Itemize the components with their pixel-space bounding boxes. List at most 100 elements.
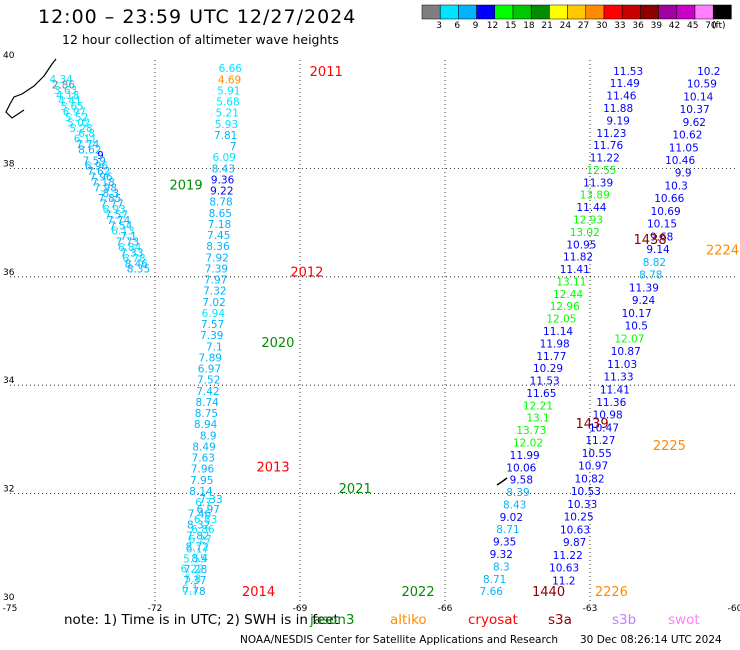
- satellite-s3a: s3a: [548, 612, 572, 628]
- legend-tick-label: 15: [505, 21, 517, 31]
- swh-value: 10.33: [567, 499, 597, 511]
- swh-value: 6.8: [78, 128, 95, 140]
- swh-value: 7.39: [205, 263, 228, 275]
- swh-value: 10.82: [574, 473, 604, 485]
- swh-value: 11.27: [585, 435, 615, 447]
- swh-value: 9.02: [500, 512, 523, 524]
- swh-value: 5.52: [65, 112, 88, 124]
- y-tick-label: 40: [3, 51, 15, 61]
- swh-value: 8.94: [194, 419, 218, 431]
- swh-value: 8.9: [200, 430, 217, 442]
- pass-time-label: 2014: [242, 585, 275, 600]
- swh-value: 11.82: [563, 252, 593, 264]
- legend-tick-label: 21: [541, 21, 553, 31]
- swh-value: 6.96: [85, 161, 109, 173]
- swh-value: 8.36: [206, 241, 230, 253]
- swh-value: 5.55: [183, 554, 206, 566]
- y-tick-label: 30: [3, 593, 15, 603]
- swh-value: 10.47: [589, 422, 619, 434]
- swh-value: 7.95: [190, 475, 213, 487]
- swh-value: 8.3: [103, 188, 120, 200]
- swh-value: 5.68: [216, 97, 239, 109]
- generation-timestamp: 30 Dec 08:26:14 UTC 2024: [580, 634, 722, 646]
- swh-value: 13.1: [526, 413, 549, 425]
- swh-value: 12.07: [614, 333, 644, 345]
- swh-value: 10.59: [687, 79, 717, 91]
- legend-swatch: [530, 4, 550, 20]
- swh-value: 5.21: [216, 108, 239, 120]
- legend-swatch: [549, 4, 568, 20]
- swh-value: 9.62: [683, 117, 706, 129]
- swh-value: 11.76: [593, 140, 623, 152]
- coastline-path: [5, 58, 57, 119]
- swh-value: 7.33: [199, 494, 222, 506]
- swh-value: 7.1: [120, 231, 137, 243]
- swh-value: 7.37: [183, 575, 206, 587]
- island-path: [496, 477, 508, 486]
- swh-value: 12.96: [550, 301, 580, 313]
- swh-value: 5.8: [184, 574, 201, 586]
- swh-value: 12.93: [573, 215, 603, 227]
- pass-time-label: 2020: [261, 336, 294, 351]
- swh-value: 5.93: [215, 119, 238, 131]
- swh-value: 7.28: [184, 564, 207, 576]
- swh-value: 2.86: [52, 79, 76, 91]
- swh-value: 7.1: [206, 341, 223, 353]
- swh-value: 13.11: [556, 276, 586, 288]
- swh-value: 8.39: [506, 487, 529, 499]
- swh-value: 10.2: [697, 66, 720, 78]
- swh-value: 7.92: [205, 252, 228, 264]
- swh-value: 8.78: [209, 197, 232, 209]
- swh-value: 9.35: [493, 537, 516, 549]
- swh-value: 11.98: [540, 338, 570, 350]
- pass-time-label: 1438: [634, 233, 667, 248]
- swh-value: 7.42: [196, 386, 219, 398]
- legend-tick-label: 27: [577, 21, 590, 31]
- swh-value: 11.65: [526, 388, 556, 400]
- legend-swatch: [494, 4, 514, 20]
- pass-time-label: 2012: [290, 265, 323, 280]
- swh-value: 6.66: [219, 63, 243, 75]
- credit-line: NOAA/NESDIS Center for Satellite Applica…: [240, 634, 558, 646]
- swh-value: 6.83: [194, 514, 217, 526]
- legend-tick-label: 9: [472, 21, 479, 31]
- swh-value: 7.32: [203, 286, 226, 298]
- swh-value: 11.77: [536, 351, 566, 363]
- swh-value: 9.87: [563, 537, 586, 549]
- swh-value: 11.39: [583, 177, 613, 189]
- axis-ticks: -75 -72 -69 -66 -63 -60 30 32 34 36 38 40: [3, 51, 740, 614]
- swh-value: 7.63: [192, 453, 215, 465]
- swh-value: 8.75: [195, 408, 218, 420]
- legend-swatch: [676, 4, 696, 20]
- pass-time-label: 2224: [706, 244, 739, 259]
- legend-tick-label: 36: [632, 21, 644, 31]
- swh-value: 7.33: [120, 247, 143, 259]
- legend-tick-label: 3: [436, 21, 442, 31]
- swh-value: 9.9: [675, 168, 692, 180]
- swh-value: 7.74: [107, 215, 131, 227]
- swh-value: 11.44: [576, 202, 606, 214]
- y-tick-label: 36: [3, 268, 15, 278]
- swh-value: 10.66: [654, 193, 684, 205]
- swh-value: 5.28: [69, 123, 92, 135]
- swh-value: 10.15: [647, 219, 677, 231]
- swh-value: 7.59: [83, 155, 106, 167]
- pass-time-label: 2226: [595, 585, 628, 600]
- swh-value: 11.23: [596, 128, 626, 140]
- swh-value: 8.32: [187, 519, 210, 531]
- swh-value: 6.86: [191, 524, 215, 536]
- page-subtitle: 12 hour collection of altimeter wave hei…: [62, 32, 339, 47]
- swh-value: 10.5: [625, 321, 648, 333]
- swh-value: 8.49: [192, 441, 215, 453]
- pass-labels: 2011 2019 2012 2020 2013 2021 2014 2022 1438 1439…: [170, 65, 740, 600]
- legend-tick-label: 24: [559, 21, 572, 31]
- legend-swatch: [458, 4, 477, 20]
- data-points: 6.664.695.915.685.215.937.8176.098.439.3…: [49, 63, 720, 598]
- legend-swatch: [658, 4, 678, 20]
- coastline: [5, 58, 508, 486]
- swh-value: 10.63: [560, 524, 590, 536]
- swh-value: 6.94: [202, 308, 226, 320]
- swh-value: 10.06: [506, 462, 536, 474]
- swh-value: 9: [97, 150, 104, 162]
